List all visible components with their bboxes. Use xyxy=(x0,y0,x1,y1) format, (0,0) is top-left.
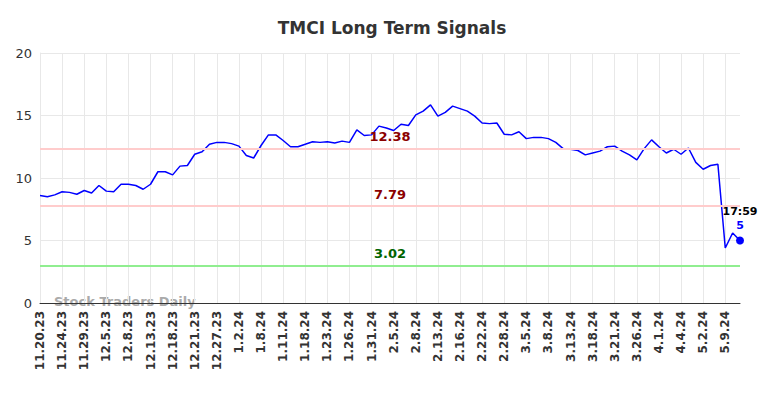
svg-text:1.31.24: 1.31.24 xyxy=(365,311,379,362)
svg-text:3.02: 3.02 xyxy=(374,246,406,261)
svg-text:17:59: 17:59 xyxy=(722,205,758,218)
svg-text:5: 5 xyxy=(736,219,744,232)
svg-text:12.21.23: 12.21.23 xyxy=(188,311,202,370)
svg-text:2.5.24: 2.5.24 xyxy=(387,311,401,354)
svg-text:15: 15 xyxy=(15,108,32,123)
svg-text:1.26.24: 1.26.24 xyxy=(342,311,356,362)
svg-text:20: 20 xyxy=(15,46,32,61)
svg-text:11.20.23: 11.20.23 xyxy=(33,311,47,370)
svg-text:2.28.24: 2.28.24 xyxy=(497,311,511,362)
svg-text:12.38: 12.38 xyxy=(369,129,410,144)
svg-text:4.1.24: 4.1.24 xyxy=(652,311,666,354)
svg-text:4.4.24: 4.4.24 xyxy=(674,311,688,354)
svg-text:2.22.24: 2.22.24 xyxy=(475,311,489,362)
svg-text:0: 0 xyxy=(24,296,32,311)
svg-text:1.18.24: 1.18.24 xyxy=(298,311,312,362)
svg-text:Stock Traders Daily: Stock Traders Daily xyxy=(54,294,196,309)
svg-text:5.9.24: 5.9.24 xyxy=(718,311,732,354)
svg-text:12.18.23: 12.18.23 xyxy=(166,311,180,370)
svg-text:2.8.24: 2.8.24 xyxy=(409,311,423,354)
svg-text:1.2.24: 1.2.24 xyxy=(232,311,246,354)
svg-text:2.16.24: 2.16.24 xyxy=(453,311,467,362)
svg-text:TMCI Long Term Signals: TMCI Long Term Signals xyxy=(278,18,507,38)
svg-text:3.21.24: 3.21.24 xyxy=(608,311,622,362)
svg-text:11.24.23: 11.24.23 xyxy=(55,311,69,370)
svg-text:12.5.23: 12.5.23 xyxy=(99,311,113,362)
svg-text:3.8.24: 3.8.24 xyxy=(541,311,555,354)
svg-text:10: 10 xyxy=(15,171,32,186)
svg-text:1.8.24: 1.8.24 xyxy=(254,311,268,354)
svg-text:12.27.23: 12.27.23 xyxy=(210,311,224,370)
svg-text:3.5.24: 3.5.24 xyxy=(519,311,533,354)
svg-text:3.18.24: 3.18.24 xyxy=(586,311,600,362)
svg-text:2.13.24: 2.13.24 xyxy=(431,311,445,362)
svg-text:12.8.23: 12.8.23 xyxy=(121,311,135,362)
svg-text:3.13.24: 3.13.24 xyxy=(564,311,578,362)
svg-text:3.26.24: 3.26.24 xyxy=(630,311,644,362)
svg-text:5: 5 xyxy=(24,233,32,248)
svg-text:12.13.23: 12.13.23 xyxy=(144,311,158,370)
svg-text:11.29.23: 11.29.23 xyxy=(77,311,91,370)
svg-text:1.11.24: 1.11.24 xyxy=(276,311,290,362)
svg-text:7.79: 7.79 xyxy=(374,187,406,202)
svg-text:5.2.24: 5.2.24 xyxy=(696,311,710,354)
svg-text:1.23.24: 1.23.24 xyxy=(320,311,334,362)
